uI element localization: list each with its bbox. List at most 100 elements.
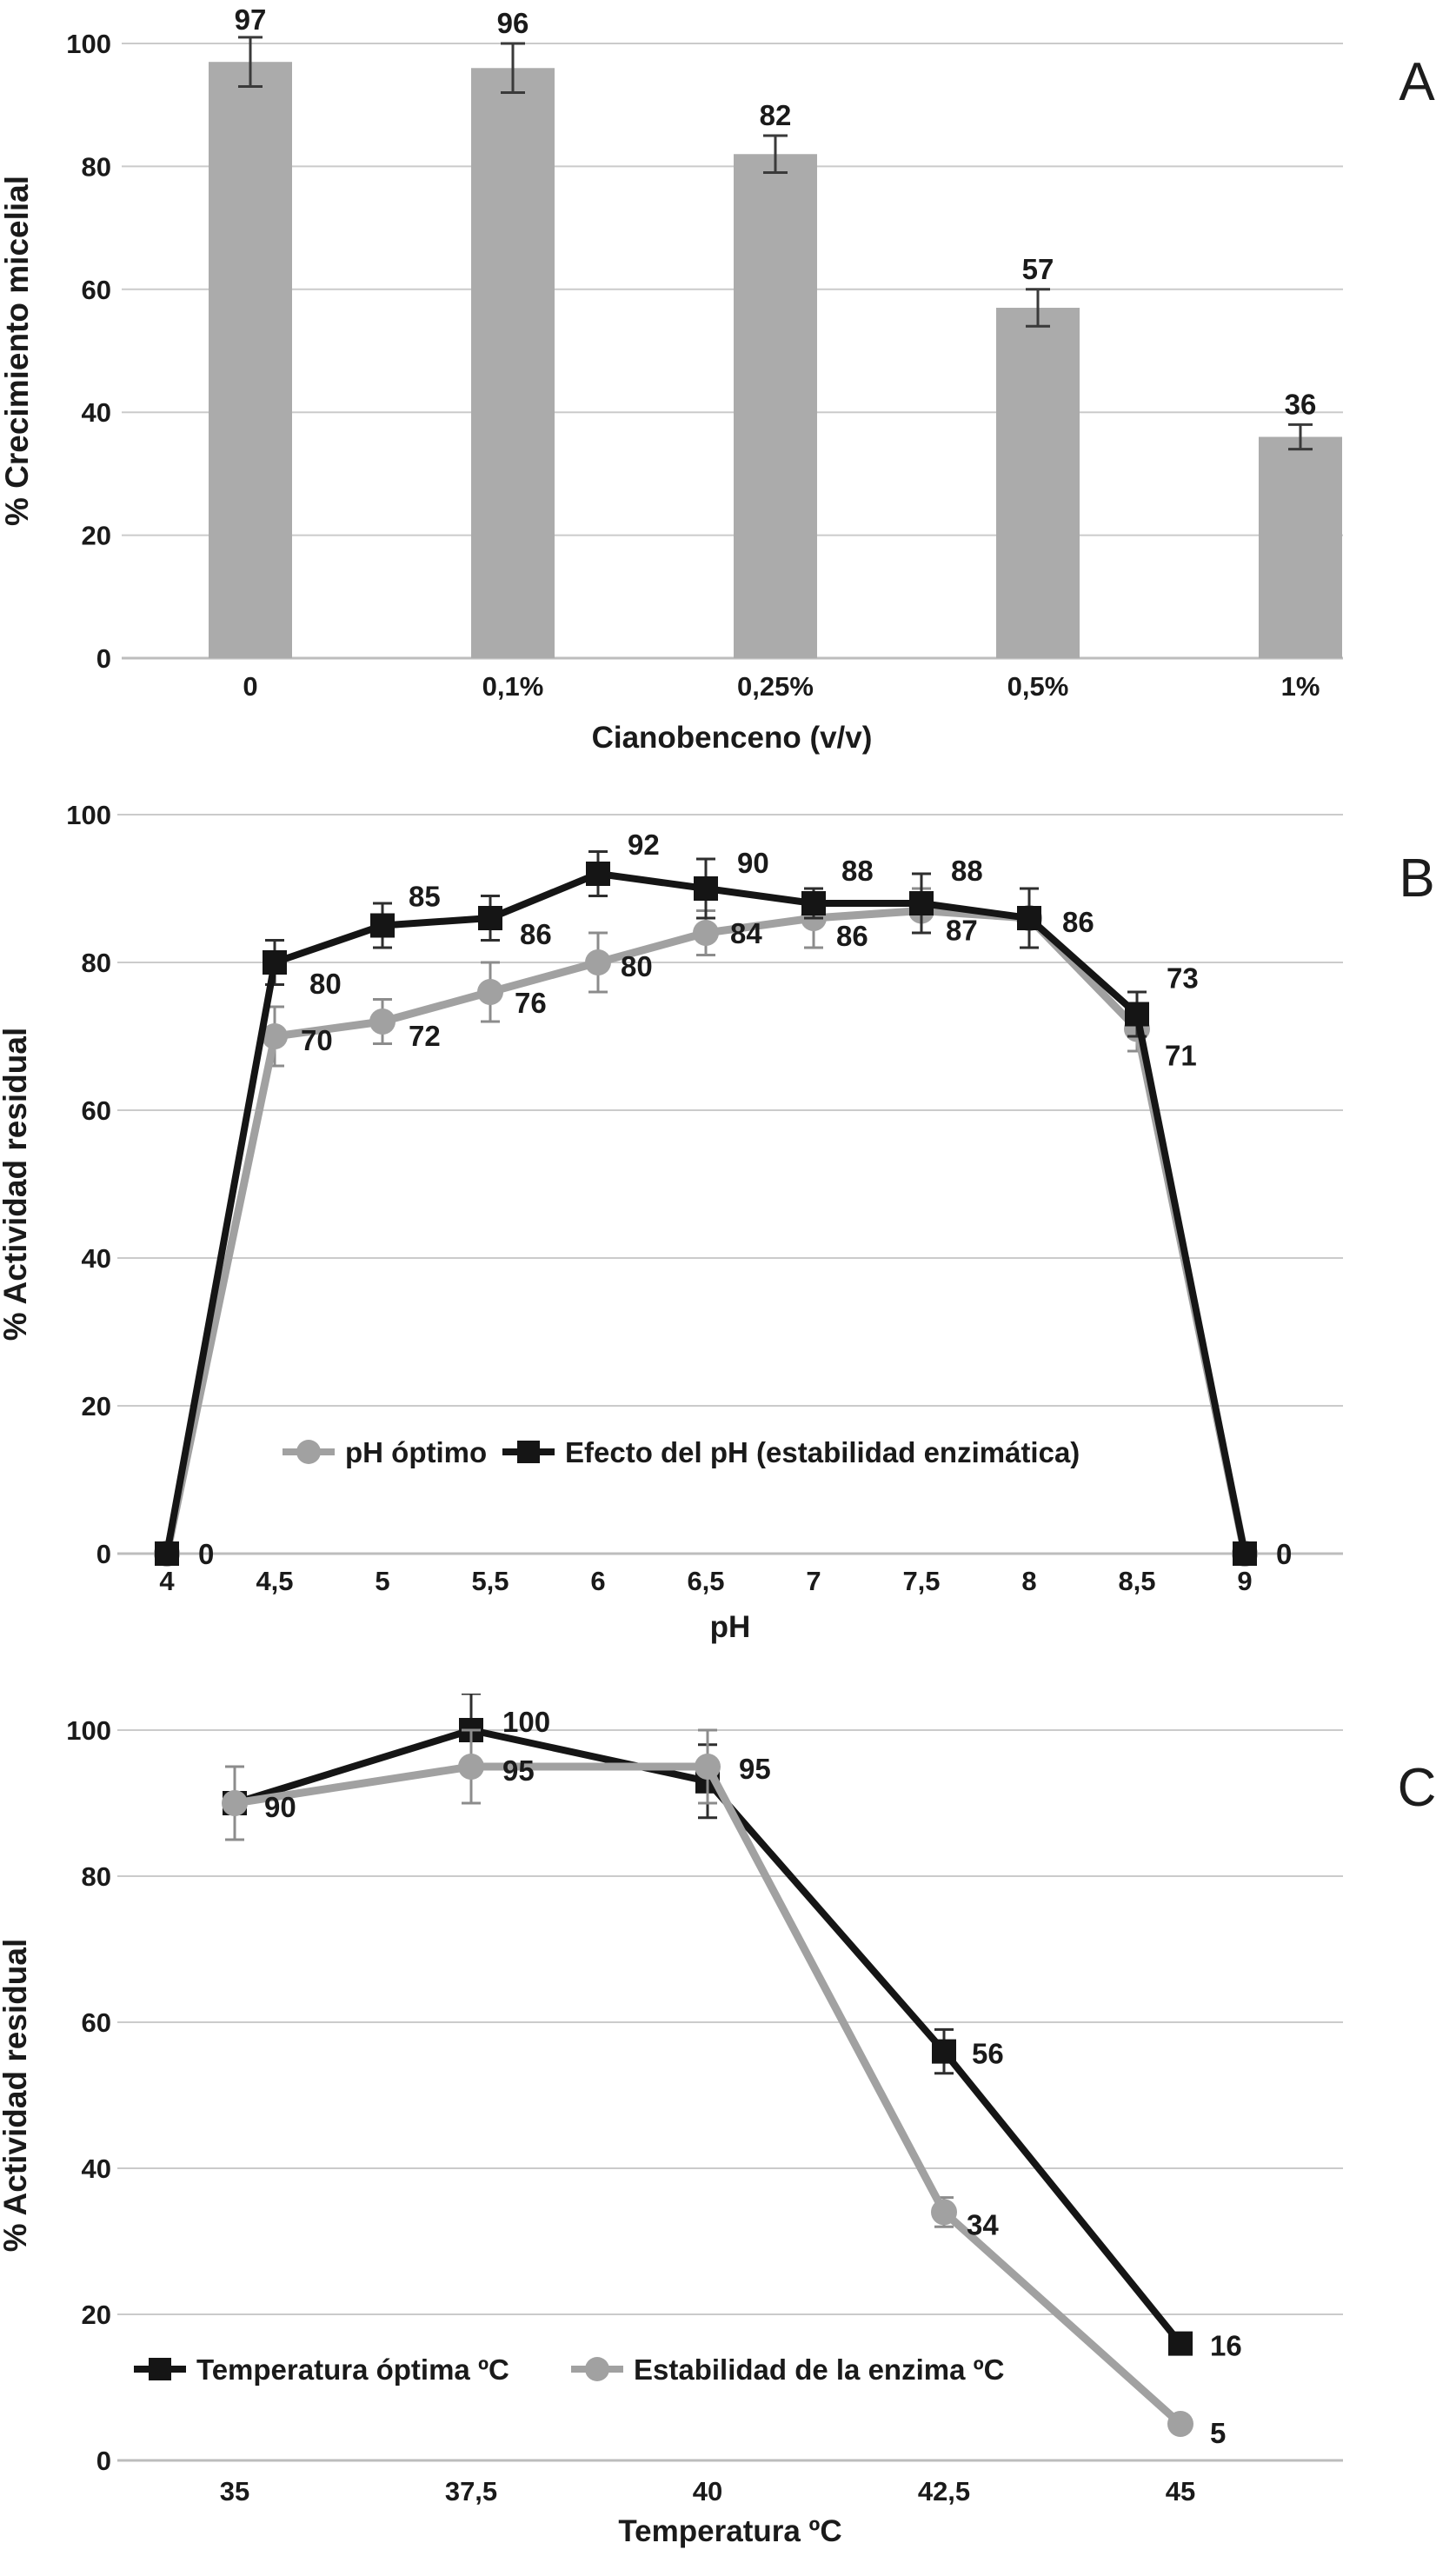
svg-text:36: 36 [1285,388,1317,420]
svg-text:85: 85 [409,881,441,913]
svg-text:86: 86 [1062,906,1094,938]
svg-text:88: 88 [841,855,874,887]
svg-text:6,5: 6,5 [687,1566,724,1596]
svg-text:Cianobenceno (v/v): Cianobenceno (v/v) [592,721,873,755]
svg-text:Estabilidad de la enzima ºC: Estabilidad de la enzima ºC [634,2353,1005,2386]
svg-text:96: 96 [497,7,529,39]
svg-text:4,5: 4,5 [256,1566,293,1596]
bar-0,25% [734,154,817,658]
svg-text:7: 7 [806,1566,821,1596]
svg-text:40: 40 [693,2476,722,2506]
svg-text:8,5: 8,5 [1118,1566,1155,1596]
svg-text:20: 20 [82,2300,111,2330]
svg-text:73: 73 [1167,962,1199,995]
bar-0,1% [471,68,555,658]
svg-text:100: 100 [502,1706,550,1738]
svg-text:97: 97 [235,3,267,36]
svg-text:80: 80 [82,1861,111,1892]
svg-text:90: 90 [737,847,769,879]
svg-text:0: 0 [96,643,111,674]
svg-text:82: 82 [760,99,792,131]
svg-text:80: 80 [82,151,111,182]
svg-text:40: 40 [82,1243,111,1274]
svg-text:0: 0 [198,1538,214,1570]
svg-text:7,5: 7,5 [902,1566,940,1596]
svg-text:80: 80 [82,948,111,978]
svg-text:88: 88 [951,855,983,887]
svg-text:100: 100 [66,800,111,830]
svg-text:42,5: 42,5 [918,2476,970,2506]
svg-text:72: 72 [409,1020,441,1052]
panel-a-chart: 0 20 40 60 80 100 % Crecimiento micelial Cianob… [0,3,1343,755]
svg-text:90: 90 [264,1791,296,1823]
panel-b-letter: B [1399,849,1435,909]
svg-text:% Crecimiento micelial: % Crecimiento micelial [0,176,35,526]
svg-text:8: 8 [1021,1566,1036,1596]
svg-text:80: 80 [309,968,342,1000]
svg-text:40: 40 [82,397,111,428]
svg-text:76: 76 [515,987,547,1019]
svg-text:20: 20 [82,521,111,551]
svg-text:0,25%: 0,25% [737,671,814,702]
bar-0,5% [996,308,1080,658]
bar-plot: 0 20 40 60 80 100 % Crecimiento micelial Cianob… [0,3,1343,755]
svg-text:35: 35 [220,2476,249,2506]
svg-text:92: 92 [628,829,660,861]
svg-text:71: 71 [1165,1040,1197,1072]
svg-text:60: 60 [82,2007,111,2038]
series-1 [222,1728,1193,2437]
svg-text:84: 84 [730,917,762,949]
svg-text:60: 60 [82,275,111,305]
svg-text:Efecto del pH (estabilidad enz: Efecto del pH (estabilidad enzimática) [565,1436,1080,1468]
svg-text:70: 70 [301,1024,333,1056]
svg-text:34: 34 [967,2208,999,2240]
line-plot: 0 20 40 60 80 100 % Actividad residual Temperat… [0,1694,1343,2548]
svg-text:86: 86 [520,918,552,950]
svg-text:% Actividad residual: % Actividad residual [0,1939,33,2253]
svg-text:Temperatura ºC: Temperatura ºC [618,2514,841,2548]
svg-text:37,5: 37,5 [445,2476,497,2506]
svg-text:16: 16 [1210,2330,1242,2362]
svg-text:5: 5 [375,1566,389,1596]
svg-text:95: 95 [739,1753,771,1785]
svg-text:pH óptimo: pH óptimo [345,1436,487,1468]
bars [209,36,1342,658]
svg-text:5,5: 5,5 [471,1566,509,1596]
panel-a-letter: A [1399,52,1435,112]
svg-text:60: 60 [82,1095,111,1126]
bar-0 [209,62,292,658]
svg-text:45: 45 [1166,2476,1195,2506]
svg-text:0: 0 [243,671,257,702]
svg-text:95: 95 [502,1754,535,1787]
svg-text:86: 86 [836,920,868,952]
svg-text:6: 6 [590,1566,605,1596]
svg-text:pH: pH [710,1610,751,1644]
svg-text:4: 4 [159,1566,175,1596]
svg-text:100: 100 [66,29,111,59]
panel-c-letter: C [1397,1758,1437,1818]
svg-text:56: 56 [972,2038,1004,2070]
svg-text:% Actividad residual: % Actividad residual [0,1028,33,1341]
svg-text:1%: 1% [1281,671,1320,702]
svg-text:20: 20 [82,1391,111,1421]
legend: pH óptimo Efecto del pH (estabilidad enzi… [283,1436,1080,1468]
svg-text:9: 9 [1237,1566,1252,1596]
svg-text:57: 57 [1022,253,1054,285]
svg-text:80: 80 [621,950,653,982]
legend: Temperatura óptima ºC Estabilidad de la e… [134,2353,1005,2386]
svg-text:0: 0 [96,1539,111,1569]
svg-text:40: 40 [82,2154,111,2184]
svg-text:87: 87 [946,915,978,947]
svg-text:0,1%: 0,1% [482,671,544,702]
svg-text:0: 0 [1276,1538,1292,1570]
series-1 [155,850,1257,1566]
svg-text:0,5%: 0,5% [1007,671,1069,702]
svg-text:Temperatura óptima ºC: Temperatura óptima ºC [196,2353,509,2386]
svg-text:100: 100 [66,1715,111,1746]
panel-c-chart: 0 20 40 60 80 100 % Actividad residual Temperat… [0,1694,1343,2548]
bar-1% [1259,436,1342,658]
svg-text:0: 0 [96,2446,111,2476]
